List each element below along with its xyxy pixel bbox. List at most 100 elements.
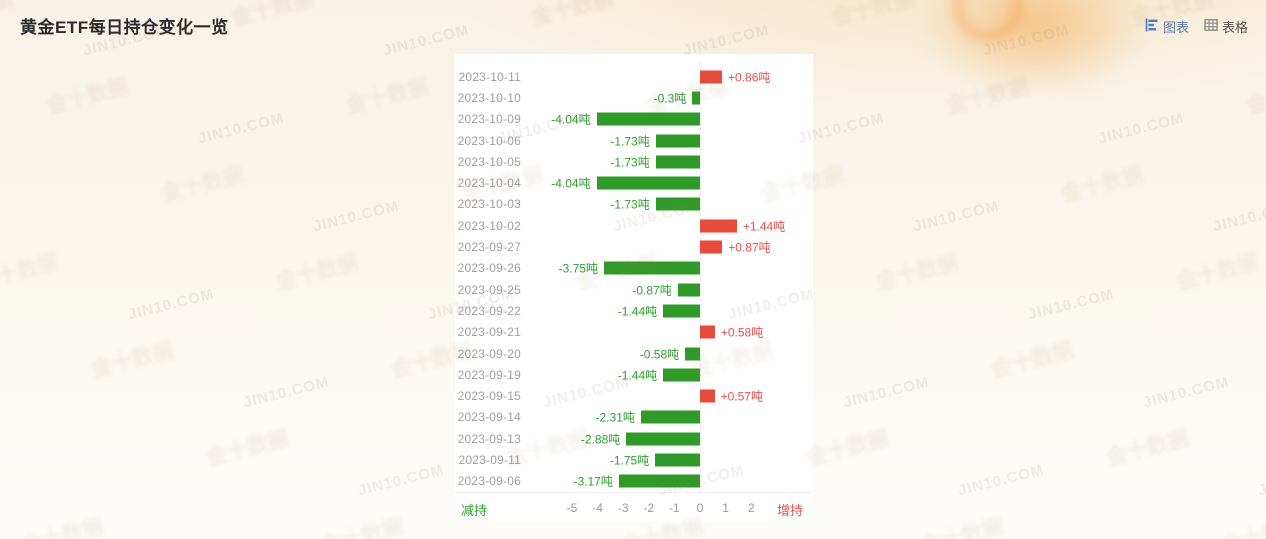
watermark-text: JIN10.COM <box>1026 285 1116 324</box>
date-label: 2023-09-21 <box>457 325 521 340</box>
chart-view-label: 图表 <box>1162 20 1189 35</box>
bar[interactable] <box>655 453 700 467</box>
value-label: -1.44吨 <box>617 304 658 319</box>
value-label: +0.57吨 <box>720 389 763 404</box>
x-tick-label: -5 <box>566 501 578 515</box>
watermark-text: 金十数据 <box>343 75 431 118</box>
chart-row: 2023-09-20 -0.58吨 <box>455 343 813 364</box>
value-label: -1.44吨 <box>617 368 658 383</box>
table-view-button[interactable]: 表格 <box>1204 17 1248 36</box>
value-label: -0.3吨 <box>653 91 687 106</box>
bar[interactable] <box>692 91 700 105</box>
date-label: 2023-10-02 <box>457 218 521 233</box>
increase-legend: 增持 <box>776 503 803 518</box>
date-label: 2023-09-19 <box>457 367 521 382</box>
date-label: 2023-09-13 <box>457 431 521 446</box>
bar[interactable] <box>700 219 737 233</box>
watermark-text: 金十数据 <box>1243 75 1266 118</box>
chart-row: 2023-09-13 -2.88吨 <box>455 428 813 449</box>
watermark-text: 金十数据 <box>1058 163 1146 206</box>
date-label: 2023-10-04 <box>457 176 521 191</box>
date-label: 2023-09-14 <box>457 410 521 425</box>
x-tick-label: -2 <box>643 501 655 515</box>
table-view-label: 表格 <box>1221 20 1248 35</box>
chart-row: 2023-09-21 +0.58吨 <box>455 322 813 343</box>
bar[interactable] <box>626 432 700 446</box>
watermark-text: 金十数据 <box>943 75 1031 118</box>
value-label: -4.04吨 <box>551 176 591 191</box>
decrease-legend: 减持 <box>461 503 488 518</box>
value-label: -4.04吨 <box>551 112 591 127</box>
value-label: +1.44吨 <box>742 219 786 234</box>
watermark-text: 金十数据 <box>273 251 361 294</box>
bar[interactable] <box>700 389 715 403</box>
value-label: -3.75吨 <box>558 261 598 276</box>
bar[interactable] <box>655 155 700 169</box>
watermark-text: JIN10.COM <box>981 21 1071 60</box>
date-label: 2023-10-03 <box>457 197 521 212</box>
watermark-text: 金十数据 <box>318 515 406 539</box>
bar[interactable] <box>663 368 700 382</box>
bar[interactable] <box>677 283 700 297</box>
watermark-text: JIN10.COM <box>356 461 446 500</box>
watermark-text: 金十数据 <box>873 251 961 294</box>
watermark-text: JIN10.COM <box>1141 373 1231 412</box>
table-icon <box>1204 18 1218 35</box>
watermark-text: 金十数据 <box>988 339 1076 382</box>
watermark-text: 金十数据 <box>1218 515 1266 539</box>
date-label: 2023-10-11 <box>458 69 521 84</box>
decorative-glow <box>920 0 1150 95</box>
bar[interactable] <box>596 112 700 126</box>
view-toggle: 图表 表格 <box>1145 17 1248 36</box>
watermark-text: 金十数据 <box>0 251 61 294</box>
watermark-text: 金十数据 <box>43 75 131 118</box>
bar[interactable] <box>700 325 715 339</box>
watermark-text: JIN10.COM <box>126 285 216 324</box>
value-label: -1.73吨 <box>610 155 650 170</box>
chart-row: 2023-10-02 +1.44吨 <box>455 215 813 236</box>
bar[interactable] <box>655 197 700 211</box>
watermark-text: 金十数据 <box>918 515 1006 539</box>
chart-view-button[interactable]: 图表 <box>1145 17 1189 36</box>
value-label: -1.75吨 <box>609 453 650 468</box>
x-tick-label: 0 <box>696 501 704 515</box>
date-label: 2023-10-10 <box>457 90 521 105</box>
value-label: -0.58吨 <box>639 347 680 361</box>
chart-panel: 2023-10-11 +0.86吨 2023-10-10 -0.3吨 2023-10-0… <box>455 54 813 522</box>
watermark-text: JIN10.COM <box>956 461 1046 500</box>
x-tick-label: 1 <box>722 501 729 515</box>
value-label: -1.73吨 <box>610 197 650 212</box>
value-label: -2.88吨 <box>580 432 621 447</box>
watermark-text: JIN10.COM <box>911 197 1001 236</box>
chart-row: 2023-10-06 -1.73吨 <box>455 130 813 151</box>
date-label: 2023-09-11 <box>458 452 521 467</box>
watermark-text: 金十数据 <box>0 0 16 30</box>
watermark-text: 金十数据 <box>88 339 176 382</box>
watermark-text: 金十数据 <box>158 163 246 206</box>
bar[interactable] <box>700 240 723 254</box>
value-label: +0.58吨 <box>720 325 764 340</box>
chart-row: 2023-10-03 -1.73吨 <box>455 194 813 215</box>
value-label: -2.31吨 <box>595 410 635 425</box>
x-tick-label: 2 <box>747 501 755 515</box>
bar[interactable] <box>685 347 700 360</box>
watermark-text: JIN10.COM <box>1211 197 1266 236</box>
bar[interactable] <box>640 410 700 424</box>
bar[interactable] <box>618 474 700 488</box>
value-label: -1.73吨 <box>610 134 650 149</box>
chart-row: 2023-10-10 -0.3吨 <box>455 87 813 108</box>
bar[interactable] <box>655 134 700 148</box>
bar[interactable] <box>663 304 700 318</box>
bar[interactable] <box>596 176 700 190</box>
watermark-text: 金十数据 <box>1103 427 1191 470</box>
bar[interactable] <box>700 70 723 84</box>
bar-chart: 2023-10-11 +0.86吨 2023-10-10 -0.3吨 2023-10-0… <box>455 66 813 492</box>
x-tick-label: -1 <box>669 501 680 515</box>
date-label: 2023-09-06 <box>457 474 521 489</box>
chart-row: 2023-09-14 -2.31吨 <box>455 407 813 428</box>
bar[interactable] <box>604 261 700 275</box>
chart-row: 2023-10-09 -4.04吨 <box>455 109 813 130</box>
chart-row: 2023-10-04 -4.04吨 <box>455 172 813 193</box>
chart-row: 2023-09-25 -0.87吨 <box>455 279 813 300</box>
